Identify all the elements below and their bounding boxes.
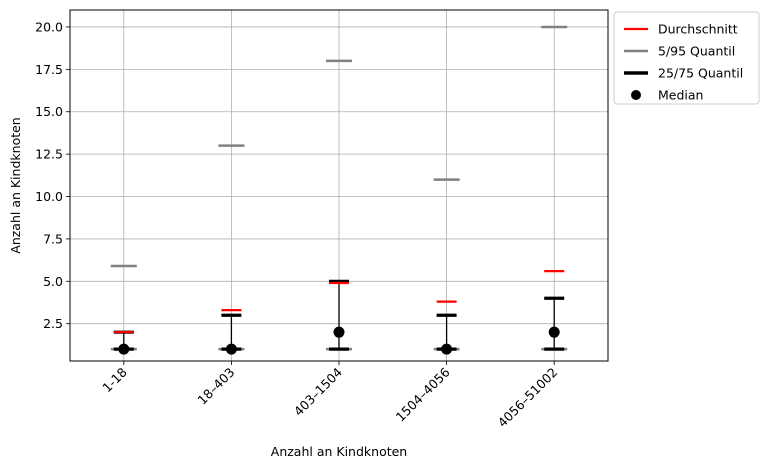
- legend-label: Durchschnitt: [658, 22, 738, 37]
- y-tick-label: 12.5: [35, 147, 63, 162]
- y-tick-label: 5.0: [43, 274, 63, 289]
- median-point: [225, 343, 237, 355]
- legend-box: [613, 11, 760, 105]
- legend-swatch: [631, 90, 641, 100]
- median-point: [548, 326, 560, 338]
- x-tick-label: 1504–4056: [393, 364, 453, 424]
- y-axis-ticks: 2.5 5.0 7.5 10.0 12.5 15.0 17.5 20.0: [35, 19, 70, 331]
- legend-label: Median: [658, 88, 703, 103]
- data-marks: [110, 25, 568, 355]
- x-tick-label: 4056–51002: [495, 365, 561, 431]
- legend-label: 25/75 Quantil: [658, 66, 743, 81]
- median-point: [118, 343, 130, 355]
- x-axis-label: Anzahl an Kindknoten: [271, 444, 407, 459]
- x-axis-ticks: 1-18 18–403 403–1504 1504–4056 4056–51002: [99, 361, 560, 430]
- y-axis-label: Anzahl an Kindknoten: [8, 117, 23, 253]
- y-tick-label: 17.5: [35, 62, 63, 77]
- whiskers: [123, 281, 555, 350]
- median-point: [441, 343, 453, 355]
- legend-label: 5/95 Quantil: [658, 44, 735, 59]
- x-tick-label: 403–1504: [291, 364, 345, 418]
- y-tick-label: 2.5: [43, 316, 63, 331]
- y-tick-label: 20.0: [35, 19, 63, 34]
- y-tick-label: 7.5: [43, 231, 63, 246]
- y-tick-label: 15.0: [35, 104, 63, 119]
- y-tick-label: 10.0: [35, 189, 63, 204]
- x-tick-label: 18–403: [194, 365, 237, 408]
- median-point: [333, 326, 345, 338]
- legend: Durchschnitt 5/95 Quantil 25/75 Quantil Med…: [613, 11, 760, 105]
- x-tick-label: 1-18: [99, 364, 130, 395]
